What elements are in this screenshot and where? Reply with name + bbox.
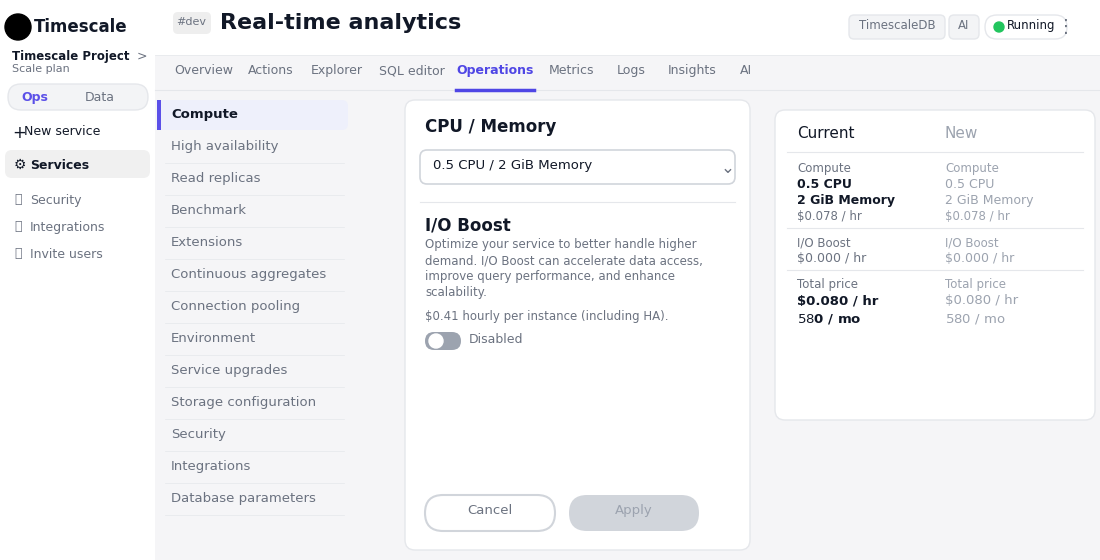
Text: Timescale Project: Timescale Project: [12, 50, 130, 63]
Text: Integrations: Integrations: [30, 221, 106, 234]
Text: #dev: #dev: [176, 17, 206, 27]
Bar: [155, 0, 1100, 55]
Text: demand. I/O Boost can accelerate data access,: demand. I/O Boost can accelerate data ac…: [425, 254, 703, 267]
Text: 🔒: 🔒: [14, 193, 22, 206]
Text: 0.5 CPU: 0.5 CPU: [945, 178, 994, 191]
Text: Connection pooling: Connection pooling: [170, 300, 300, 313]
Text: Benchmark: Benchmark: [170, 204, 248, 217]
Text: Scale plan: Scale plan: [12, 64, 69, 74]
Text: Invite users: Invite users: [30, 248, 102, 261]
Text: Storage configuration: Storage configuration: [170, 396, 316, 409]
Text: Current: Current: [798, 126, 855, 141]
Text: $0.080 / hr: $0.080 / hr: [945, 294, 1019, 307]
Text: $58 $0 / mo: $58 $0 / mo: [945, 312, 1005, 326]
Text: ⚙: ⚙: [14, 158, 26, 172]
Text: CPU / Memory: CPU / Memory: [425, 118, 557, 136]
Text: Security: Security: [30, 194, 81, 207]
Text: Total price: Total price: [798, 278, 858, 291]
Text: $0.41 hourly per instance (including HA).: $0.41 hourly per instance (including HA)…: [425, 310, 669, 323]
Text: Environment: Environment: [170, 332, 256, 345]
Text: 0.5 CPU / 2 GiB Memory: 0.5 CPU / 2 GiB Memory: [433, 159, 592, 172]
Text: Optimize your service to better handle higher: Optimize your service to better handle h…: [425, 238, 696, 251]
Text: improve query performance, and enhance: improve query performance, and enhance: [425, 270, 675, 283]
Text: Disabled: Disabled: [469, 333, 524, 346]
Text: Real-time analytics: Real-time analytics: [220, 13, 461, 33]
Text: Compute: Compute: [170, 108, 238, 121]
Text: $0.078 / hr: $0.078 / hr: [798, 210, 862, 223]
Text: Integrations: Integrations: [170, 460, 252, 473]
Text: ⌄: ⌄: [722, 159, 735, 177]
Text: Database parameters: Database parameters: [170, 492, 316, 505]
Bar: [0, 0, 155, 560]
Text: Overview: Overview: [175, 64, 233, 77]
Text: $0.078 / hr: $0.078 / hr: [945, 210, 1010, 223]
FancyBboxPatch shape: [157, 100, 348, 130]
Text: Explorer: Explorer: [311, 64, 363, 77]
Text: SQL editor: SQL editor: [379, 64, 444, 77]
FancyBboxPatch shape: [425, 495, 556, 531]
FancyBboxPatch shape: [8, 84, 148, 110]
Text: Compute: Compute: [945, 162, 999, 175]
Text: Timescale: Timescale: [34, 18, 128, 36]
FancyBboxPatch shape: [984, 15, 1067, 39]
Text: >: >: [138, 50, 147, 63]
Text: Insights: Insights: [668, 64, 716, 77]
Text: 👤: 👤: [14, 247, 22, 260]
FancyBboxPatch shape: [949, 15, 979, 39]
Text: Cancel: Cancel: [468, 504, 513, 517]
Text: Operations: Operations: [456, 64, 534, 77]
Text: $0.080 / hr: $0.080 / hr: [798, 294, 879, 307]
Text: Running: Running: [1006, 19, 1056, 32]
Circle shape: [994, 22, 1004, 32]
Text: Security: Security: [170, 428, 226, 441]
FancyBboxPatch shape: [776, 110, 1094, 420]
Circle shape: [429, 334, 443, 348]
Text: Logs: Logs: [617, 64, 646, 77]
Text: TimescaleDB: TimescaleDB: [859, 19, 935, 32]
Text: Metrics: Metrics: [549, 64, 595, 77]
FancyBboxPatch shape: [6, 150, 150, 178]
Text: $0.000 / hr: $0.000 / hr: [945, 252, 1014, 265]
Text: ⋮: ⋮: [1057, 18, 1075, 36]
Text: Service upgrades: Service upgrades: [170, 364, 287, 377]
Bar: [157, 100, 161, 130]
Text: Continuous aggregates: Continuous aggregates: [170, 268, 327, 281]
FancyBboxPatch shape: [849, 15, 945, 39]
Text: Total price: Total price: [945, 278, 1006, 291]
FancyBboxPatch shape: [405, 100, 750, 550]
Text: High availability: High availability: [170, 140, 278, 153]
Text: Extensions: Extensions: [170, 236, 243, 249]
Text: Services: Services: [30, 159, 89, 172]
Text: Ops: Ops: [22, 91, 48, 104]
Circle shape: [6, 14, 31, 40]
Text: I/O Boost: I/O Boost: [945, 236, 999, 249]
Text: Apply: Apply: [615, 504, 653, 517]
Text: I/O Boost: I/O Boost: [798, 236, 850, 249]
Text: AI: AI: [740, 64, 752, 77]
Text: New service: New service: [24, 125, 100, 138]
FancyBboxPatch shape: [173, 12, 211, 34]
Text: scalability.: scalability.: [425, 286, 487, 299]
FancyBboxPatch shape: [425, 332, 461, 350]
Text: 🔗: 🔗: [14, 220, 22, 233]
Text: 2 GiB Memory: 2 GiB Memory: [798, 194, 895, 207]
Text: AI: AI: [958, 19, 970, 32]
Text: 2 GiB Memory: 2 GiB Memory: [945, 194, 1034, 207]
Text: Actions: Actions: [248, 64, 294, 77]
FancyBboxPatch shape: [420, 150, 735, 184]
Text: +: +: [12, 124, 26, 142]
Text: New: New: [945, 126, 978, 141]
Text: Data: Data: [85, 91, 116, 104]
Text: $0.000 / hr: $0.000 / hr: [798, 252, 867, 265]
Text: Read replicas: Read replicas: [170, 172, 261, 185]
FancyBboxPatch shape: [569, 495, 698, 531]
Text: I/O Boost: I/O Boost: [425, 216, 510, 234]
Text: 0.5 CPU: 0.5 CPU: [798, 178, 851, 191]
Text: Compute: Compute: [798, 162, 851, 175]
Text: $58 $0 / mo: $58 $0 / mo: [798, 312, 861, 326]
